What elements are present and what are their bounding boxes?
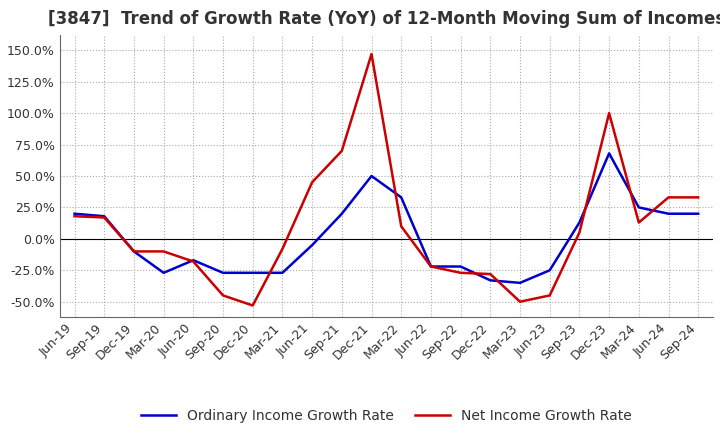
Net Income Growth Rate — [71, 213, 79, 219]
Net Income Growth Rate — [159, 249, 168, 254]
Ordinary Income Growth Rate — [545, 268, 554, 273]
Net Income Growth Rate — [130, 249, 138, 254]
Net Income Growth Rate — [426, 264, 435, 269]
Ordinary Income Growth Rate — [694, 211, 703, 216]
Ordinary Income Growth Rate — [189, 257, 198, 263]
Ordinary Income Growth Rate — [100, 213, 109, 219]
Ordinary Income Growth Rate — [248, 270, 257, 275]
Net Income Growth Rate — [189, 259, 198, 264]
Net Income Growth Rate — [397, 224, 405, 229]
Net Income Growth Rate — [308, 180, 317, 185]
Ordinary Income Growth Rate — [308, 242, 317, 248]
Net Income Growth Rate — [634, 220, 643, 225]
Net Income Growth Rate — [545, 293, 554, 298]
Net Income Growth Rate — [367, 51, 376, 57]
Ordinary Income Growth Rate — [486, 278, 495, 283]
Net Income Growth Rate — [219, 293, 228, 298]
Ordinary Income Growth Rate — [338, 211, 346, 216]
Ordinary Income Growth Rate — [426, 264, 435, 269]
Net Income Growth Rate — [575, 230, 584, 235]
Net Income Growth Rate — [486, 271, 495, 277]
Net Income Growth Rate — [100, 215, 109, 220]
Net Income Growth Rate — [278, 246, 287, 252]
Ordinary Income Growth Rate — [130, 249, 138, 254]
Ordinary Income Growth Rate — [634, 205, 643, 210]
Ordinary Income Growth Rate — [664, 211, 672, 216]
Ordinary Income Growth Rate — [516, 280, 524, 286]
Ordinary Income Growth Rate — [219, 270, 228, 275]
Net Income Growth Rate — [605, 110, 613, 116]
Title: [3847]  Trend of Growth Rate (YoY) of 12-Month Moving Sum of Incomes: [3847] Trend of Growth Rate (YoY) of 12-… — [48, 10, 720, 28]
Ordinary Income Growth Rate — [397, 195, 405, 200]
Ordinary Income Growth Rate — [159, 270, 168, 275]
Ordinary Income Growth Rate — [605, 151, 613, 156]
Line: Ordinary Income Growth Rate: Ordinary Income Growth Rate — [75, 154, 698, 283]
Line: Net Income Growth Rate: Net Income Growth Rate — [75, 54, 698, 305]
Net Income Growth Rate — [338, 148, 346, 154]
Legend: Ordinary Income Growth Rate, Net Income Growth Rate: Ordinary Income Growth Rate, Net Income … — [136, 403, 637, 428]
Net Income Growth Rate — [664, 195, 672, 200]
Ordinary Income Growth Rate — [367, 173, 376, 179]
Ordinary Income Growth Rate — [71, 211, 79, 216]
Net Income Growth Rate — [694, 195, 703, 200]
Net Income Growth Rate — [516, 299, 524, 304]
Ordinary Income Growth Rate — [456, 264, 465, 269]
Net Income Growth Rate — [456, 270, 465, 275]
Ordinary Income Growth Rate — [278, 270, 287, 275]
Net Income Growth Rate — [248, 303, 257, 308]
Ordinary Income Growth Rate — [575, 220, 584, 225]
